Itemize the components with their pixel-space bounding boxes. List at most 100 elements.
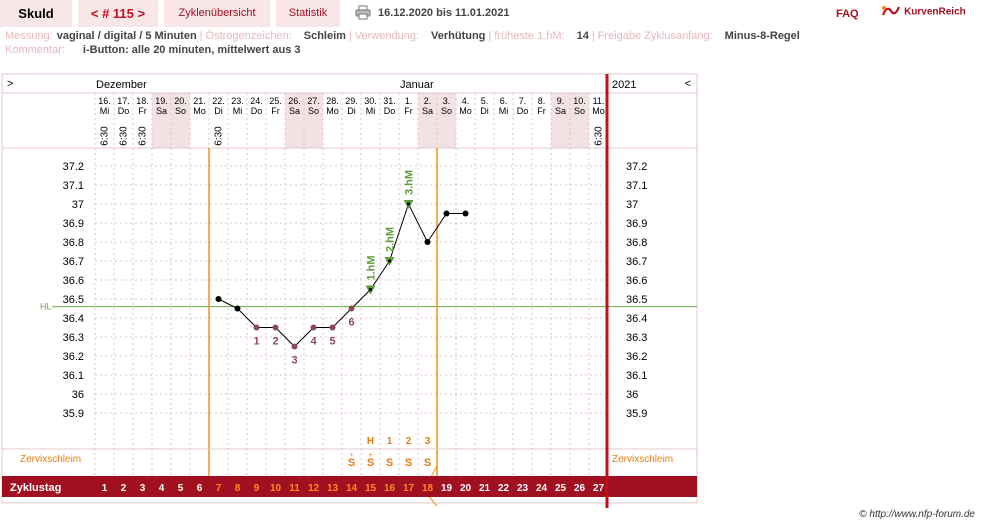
faq-link[interactable]: FAQ bbox=[836, 8, 859, 20]
coverline-label: HL bbox=[40, 302, 52, 312]
y-tick-label: 37 bbox=[72, 199, 84, 211]
brand-name: KurvenReich bbox=[904, 6, 966, 18]
y-tick-label-right: 36.2 bbox=[626, 351, 647, 363]
cycle-day-number: 14 bbox=[346, 483, 358, 494]
temperature-point-lowlevel bbox=[253, 324, 260, 331]
date-weekday: Do bbox=[384, 106, 396, 116]
y-tick-label-right: 36.3 bbox=[626, 332, 647, 344]
date-day: 11. bbox=[593, 96, 605, 106]
y-tick-label: 36.9 bbox=[63, 218, 84, 230]
date-weekday: Do bbox=[118, 106, 130, 116]
y-tick-label: 36 bbox=[72, 389, 84, 401]
date-weekday: Mo bbox=[193, 106, 206, 116]
date-weekday: Mo bbox=[459, 106, 472, 116]
date-weekday: So bbox=[308, 106, 319, 116]
date-weekday: Sa bbox=[422, 106, 433, 116]
cycle-day-number: 13 bbox=[327, 483, 339, 494]
date-day: 19. bbox=[155, 96, 168, 106]
cycle-nav[interactable]: < # 115 > bbox=[78, 0, 158, 27]
date-weekday: So bbox=[175, 106, 186, 116]
lowlevel-label: 2 bbox=[272, 336, 278, 348]
y-tick-label-right: 36.7 bbox=[626, 256, 647, 268]
y-tick-label: 36.1 bbox=[63, 370, 84, 382]
date-day: 28. bbox=[326, 96, 339, 106]
y-tick-label-right: 36.8 bbox=[626, 237, 647, 249]
date-day: 7. bbox=[519, 96, 527, 106]
nav-right-arrow[interactable]: < bbox=[685, 78, 691, 90]
date-day: 5. bbox=[481, 96, 489, 106]
cervix-plus-mark: + bbox=[349, 452, 353, 459]
fhm-label: früheste 1.hM: bbox=[494, 30, 565, 42]
cycle-day-number: 23 bbox=[517, 483, 529, 494]
cycle-day-number: 9 bbox=[254, 483, 260, 494]
weekend-column bbox=[304, 93, 323, 148]
y-tick-label: 36.5 bbox=[63, 294, 84, 306]
freigabe-value: Minus-8-Regel bbox=[724, 30, 800, 42]
date-weekday: So bbox=[574, 106, 585, 116]
temperature-point bbox=[443, 210, 450, 217]
weekend-column bbox=[152, 93, 171, 148]
temperature-point-lowlevel bbox=[329, 324, 336, 331]
y-tick-label-right: 36.5 bbox=[626, 294, 647, 306]
temperature-point-lowlevel bbox=[348, 305, 355, 312]
cycle-day-number: 8 bbox=[235, 483, 241, 494]
cycle-day-number: 10 bbox=[270, 483, 282, 494]
oestrogen-label: Östrogenzeichen: bbox=[205, 30, 292, 42]
date-weekday: Di bbox=[480, 106, 489, 116]
cycle-day-number: 7 bbox=[216, 483, 222, 494]
y-tick-label: 36.8 bbox=[63, 237, 84, 249]
y-tick-label: 36.6 bbox=[63, 275, 84, 287]
cycle-day-number: 16 bbox=[384, 483, 396, 494]
cycle-day-number: 5 bbox=[178, 483, 184, 494]
brand-icon bbox=[881, 3, 901, 21]
cervix-count: 1 bbox=[387, 436, 393, 447]
date-weekday: So bbox=[441, 106, 452, 116]
cervix-code: S bbox=[424, 457, 431, 469]
brand-logo[interactable]: KurvenReich bbox=[881, 3, 966, 23]
date-weekday: Fr bbox=[404, 106, 413, 116]
nav-left-arrow[interactable]: > bbox=[7, 78, 13, 90]
y-tick-label-right: 37.2 bbox=[626, 161, 647, 173]
high-marker-label: 3.hM bbox=[404, 170, 416, 195]
temperature-point bbox=[424, 239, 431, 245]
cycle-day-number: 21 bbox=[479, 483, 491, 494]
date-weekday: Sa bbox=[289, 106, 300, 116]
date-day: 16. bbox=[98, 96, 111, 106]
verwendung-value: Verhütung bbox=[431, 30, 486, 42]
fhm-value: 14 bbox=[576, 30, 589, 42]
date-day: 1. bbox=[405, 96, 413, 106]
date-day: 22. bbox=[212, 96, 225, 106]
cervix-code: S bbox=[386, 457, 393, 469]
year-label: 2021 bbox=[612, 79, 636, 91]
date-weekday: Mo bbox=[592, 106, 605, 116]
y-tick-label: 36.4 bbox=[63, 313, 84, 325]
cycle-day-label: Zyklustag bbox=[10, 482, 61, 494]
temperature-point-lowlevel bbox=[272, 324, 279, 331]
date-day: 18. bbox=[136, 96, 149, 106]
cervix-count: H bbox=[367, 436, 374, 447]
cervix-code: S bbox=[405, 457, 412, 469]
measure-time: 6:30 bbox=[138, 126, 149, 146]
temperature-point bbox=[387, 259, 392, 263]
date-day: 29. bbox=[345, 96, 358, 106]
date-weekday: Fr bbox=[271, 106, 280, 116]
cycle-day-number: 18 bbox=[422, 483, 434, 494]
date-day: 24. bbox=[250, 96, 263, 106]
date-day: 31. bbox=[383, 96, 396, 106]
lowlevel-label: 6 bbox=[348, 317, 354, 329]
date-range: 16.12.2020 bis 11.01.2021 bbox=[378, 7, 510, 19]
messung-value: vaginal / digital / 5 Minuten bbox=[56, 30, 197, 42]
cycle-day-number: 19 bbox=[441, 483, 453, 494]
print-icon[interactable] bbox=[355, 5, 371, 20]
cycle-day-number: 22 bbox=[498, 483, 510, 494]
cycle-day-number: 3 bbox=[140, 483, 146, 494]
cycle-day-number: 27 bbox=[593, 483, 605, 494]
cycle-day-number: 11 bbox=[289, 483, 300, 494]
temperature-point bbox=[215, 296, 222, 302]
tab-cycle-overview[interactable]: Zyklenübersicht bbox=[164, 0, 270, 27]
info-line-2: Kommentar: i-Button: alle 20 minuten, mit… bbox=[5, 44, 301, 56]
date-weekday: Mi bbox=[366, 106, 376, 116]
temperature-point bbox=[368, 287, 373, 292]
info-line-1: Messung: vaginal / digital / 5 Minuten | Ös… bbox=[5, 30, 800, 42]
tab-statistics[interactable]: Statistik bbox=[276, 0, 340, 27]
